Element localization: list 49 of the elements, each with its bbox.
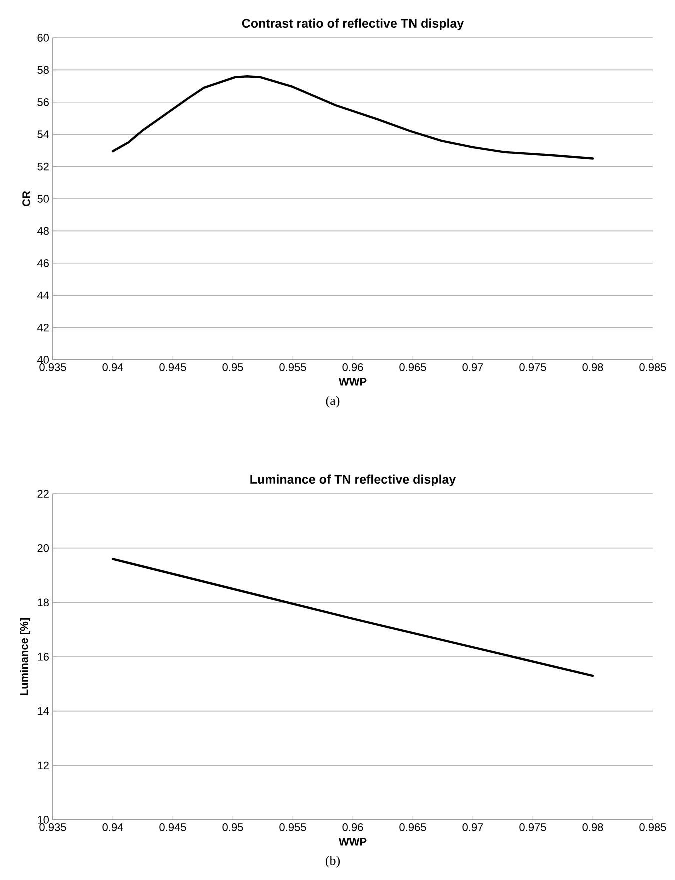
x-tick-label: 0.975 <box>520 364 546 372</box>
y-tick-label: 60 <box>38 34 50 42</box>
x-tick-label: 0.965 <box>400 364 426 372</box>
text: (b) <box>326 856 340 868</box>
y-tick-label: 56 <box>38 98 49 106</box>
x-tick-label: 0.985 <box>640 824 666 832</box>
x-tick-label: 0.965 <box>400 824 426 832</box>
x-tick-label: 0.96 <box>342 364 364 372</box>
y-tick-label: 58 <box>38 66 49 74</box>
y-tick-label: 20 <box>38 544 50 552</box>
x-tick-label: 0.98 <box>582 824 604 832</box>
line-series <box>112 76 594 160</box>
y-tick-label: 42 <box>37 324 49 332</box>
y-tick-label: 44 <box>37 292 50 300</box>
x-tick-label: 0.94 <box>102 824 124 832</box>
x-tick-label: 0.98 <box>582 364 604 372</box>
x-tick-label: 0.935 <box>40 824 66 832</box>
y-axis-title: CR <box>22 191 30 206</box>
x-tick-label: 0.94 <box>102 364 124 372</box>
x-tick-label: 0.97 <box>462 364 484 372</box>
x-axis-title: WWP <box>338 838 367 846</box>
text: (a) <box>326 396 340 408</box>
chart-title: Contrast ratio of reflective TN display <box>242 18 464 30</box>
x-axis-title: WWP <box>338 378 367 386</box>
y-tick-label: 50 <box>38 195 50 203</box>
x-tick-label: 0.97 <box>462 824 484 832</box>
y-tick-label: 22 <box>38 490 49 498</box>
x-tick-label: 0.935 <box>40 364 66 372</box>
x-tick-label: 0.945 <box>160 824 186 832</box>
x-tick-label: 0.95 <box>222 824 244 832</box>
y-tick-label: 16 <box>38 653 49 661</box>
x-tick-label: 0.985 <box>640 364 666 372</box>
y-tick-label: 40 <box>37 356 50 364</box>
x-tick-label: 0.96 <box>342 824 364 832</box>
y-tick-label: 18 <box>38 598 49 607</box>
x-tick-label: 0.955 <box>280 824 306 832</box>
y-tick-label: 54 <box>38 130 50 138</box>
y-tick-label: 10 <box>38 816 50 824</box>
x-tick-label: 0.955 <box>280 364 306 372</box>
y-tick-label: 14 <box>38 708 50 716</box>
chart-title: Luminance of TN reflective display <box>250 474 456 486</box>
y-tick-label: 48 <box>37 227 49 236</box>
x-tick-label: 0.95 <box>222 364 244 372</box>
y-tick-label: 46 <box>37 260 49 268</box>
y-tick-label: 52 <box>38 162 49 171</box>
x-tick-label: 0.975 <box>520 824 546 832</box>
x-tick-label: 0.945 <box>160 364 186 372</box>
y-tick-label: 12 <box>38 762 49 770</box>
y-axis-title: Luminance [%] <box>20 618 30 696</box>
